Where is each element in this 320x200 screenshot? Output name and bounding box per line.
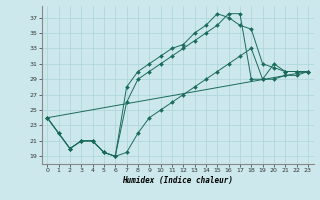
X-axis label: Humidex (Indice chaleur): Humidex (Indice chaleur)	[122, 176, 233, 185]
